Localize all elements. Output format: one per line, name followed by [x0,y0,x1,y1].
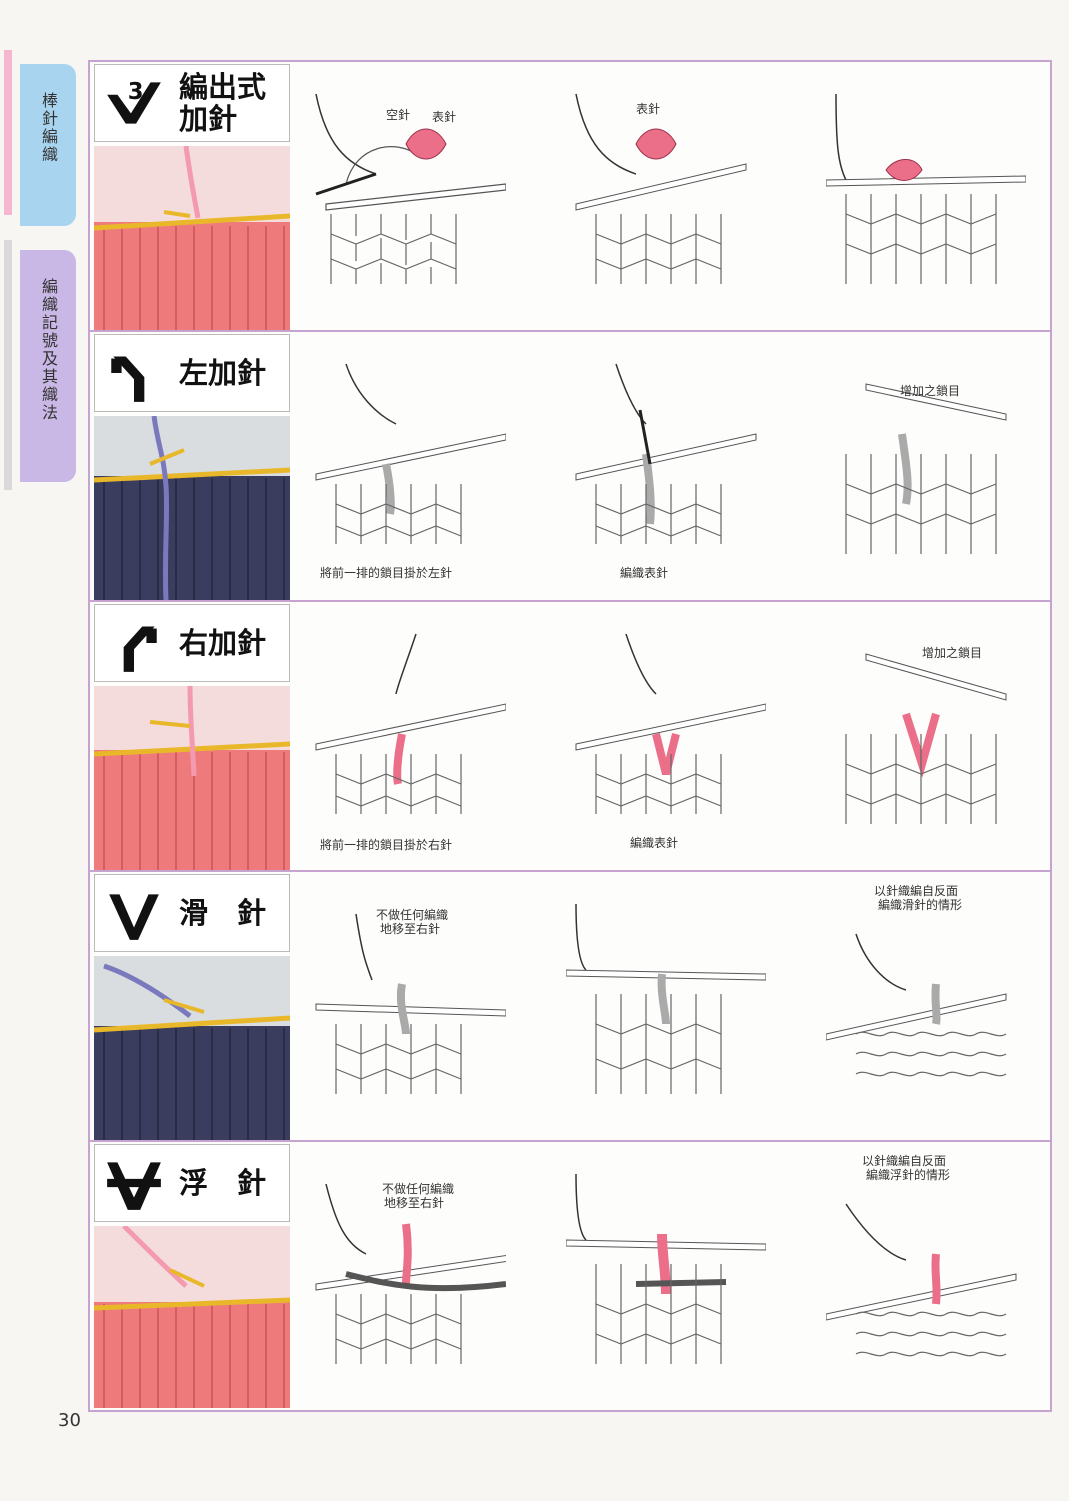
section-row: 滑 針 不做任何編織 地移至右針 [90,872,1050,1142]
section-header: 3 編出式 加針 [94,64,290,142]
knit-photo [94,956,290,1140]
stitch-diagram [575,93,747,284]
diagram-label: 以針織編自反面 [862,1154,947,1168]
diagram-label: 空針 [386,108,411,122]
sidebar-tab-knitting[interactable]: 棒針編織 [20,64,76,226]
stitch-diagram [845,383,1007,554]
section-header: 左加針 [94,334,290,412]
knit-photo-image [94,416,290,600]
right-increase-symbol-icon [123,626,157,672]
page-edge-pink [4,50,12,215]
section-title: 右加針 [179,626,267,660]
diagram-caption: 將前一排的鎖目掛於左針 [320,566,453,580]
diagram-caption: 編織表針 [630,836,679,850]
stitch-diagram [575,363,757,544]
section-row: 3 編出式 加針 [90,62,1050,332]
stitch-diagram [566,903,766,1094]
diagram-label: 以針織編自反面 [874,884,959,898]
diagram-label: 地移至右針 [380,922,441,936]
sidebar-tab-symbols[interactable]: 編織記號及其織法 [20,250,76,482]
diagram-label: 表針 [432,110,457,124]
page-edge-gray [4,240,12,490]
increase-3-symbol-icon: 3 [107,79,161,124]
diagram-label: 編織滑針的情形 [878,898,963,912]
knit-photo [94,146,290,330]
symbol-number: 3 [128,79,144,105]
diagram-label: 表針 [636,102,661,116]
float-stitch-symbol-icon [107,1162,161,1210]
knit-photo-image [94,686,290,870]
slip-stitch-symbol-icon [109,894,159,940]
stitch-diagram [566,1173,766,1364]
stitch-diagram [826,1203,1017,1357]
stitch-diagram [826,933,1007,1077]
diagram-caption: 將前一排的鎖目掛於右針 [320,838,453,852]
diagram-caption: 編織表針 [620,566,669,580]
section-header: 浮 針 [94,1144,290,1222]
section-title: 浮 針 [179,1166,267,1200]
section-title: 編出式 加針 [179,70,267,136]
stitch-diagram [315,93,506,284]
knit-photo-image [94,1226,290,1408]
section-row: 浮 針 不做任何編織 地移至右針 [90,1142,1050,1410]
section-row: 右加針 [90,602,1050,872]
diagram-label: 增加之鎖目 [922,646,983,660]
stitch-diagram [315,363,506,544]
section-title: 左加針 [179,356,267,390]
stitch-diagram [826,93,1026,284]
stitch-table: 3 編出式 加針 [88,60,1052,1412]
stitch-diagram [845,653,1007,824]
stitch-diagram [315,1183,506,1364]
knit-photo [94,1226,290,1408]
knit-photo [94,416,290,600]
left-increase-symbol-icon [111,356,145,402]
knit-photo [94,686,290,870]
stitch-diagram [315,913,506,1094]
diagram-label: 編織浮針的情形 [866,1168,951,1182]
page-number: 30 [58,1410,81,1431]
diagram-label: 增加之鎖目 [900,384,961,398]
diagram-label: 不做任何編織 [382,1182,455,1196]
section-row: 左加針 [90,332,1050,602]
section-title: 滑 針 [179,896,267,930]
diagram-label: 地移至右針 [384,1196,445,1210]
sidebar-tab-label: 棒針編織 [39,92,58,164]
stitch-diagram [575,633,766,814]
stitch-diagram [315,633,506,814]
knit-photo-image [94,956,290,1140]
section-header: 滑 針 [94,874,290,952]
sidebar-tab-label: 編織記號及其織法 [39,278,58,422]
diagram-label: 不做任何編織 [376,908,449,922]
knit-photo-image [94,146,290,330]
section-header: 右加針 [94,604,290,682]
